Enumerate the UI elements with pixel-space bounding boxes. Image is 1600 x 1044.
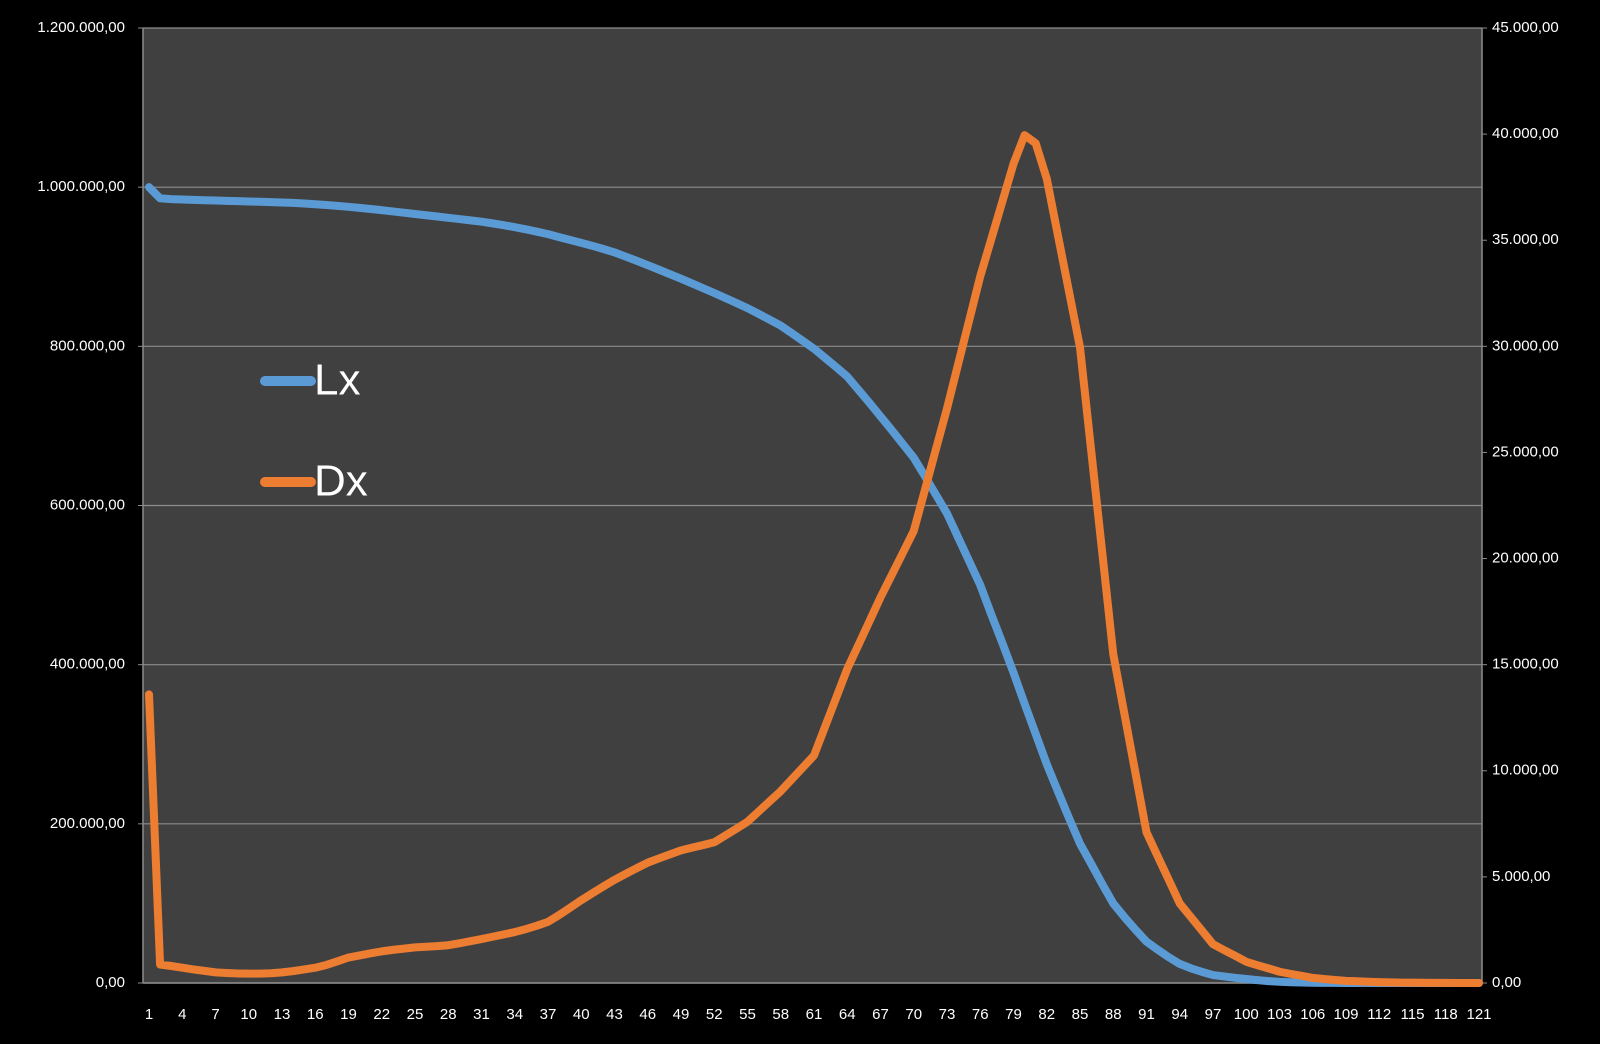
- x-tick-label: 58: [772, 1006, 789, 1023]
- x-tick-label: 64: [839, 1006, 856, 1023]
- y2-tick-label: 40.000,00: [1492, 125, 1559, 142]
- x-tick-label: 43: [606, 1006, 623, 1023]
- x-tick-label: 49: [673, 1006, 690, 1023]
- y2-tick-label: 35.000,00: [1492, 231, 1559, 248]
- x-tick-label: 88: [1105, 1006, 1122, 1023]
- x-tick-label: 112: [1367, 1006, 1391, 1023]
- x-tick-label: 91: [1138, 1006, 1155, 1023]
- x-tick-label: 40: [573, 1006, 590, 1023]
- y2-tick-label: 30.000,00: [1492, 337, 1559, 354]
- x-tick-label: 70: [905, 1006, 922, 1023]
- series-line: [145, 131, 1483, 987]
- x-tick-label: 25: [407, 1006, 424, 1023]
- x-tick-label: 10: [240, 1006, 257, 1023]
- x-tick-label: 103: [1267, 1006, 1292, 1023]
- y2-tick-label: 5.000,00: [1492, 868, 1550, 885]
- x-tick-label: 61: [806, 1006, 823, 1023]
- x-tick-label: 100: [1234, 1006, 1259, 1023]
- x-tick-label: 73: [939, 1006, 956, 1023]
- x-tick-label: 115: [1401, 1006, 1425, 1023]
- y2-tick-label: 25.000,00: [1492, 443, 1559, 460]
- x-tick-label: 121: [1466, 1006, 1491, 1023]
- x-tick-label: 52: [706, 1006, 723, 1023]
- x-tick-label: 79: [1005, 1006, 1022, 1023]
- x-tick-label: 109: [1333, 1006, 1358, 1023]
- y-tick-label: 200.000,00: [50, 815, 125, 832]
- x-tick-label: 28: [440, 1006, 457, 1023]
- legend-label: Dx: [314, 457, 368, 506]
- x-tick-label: 37: [540, 1006, 557, 1023]
- y-tick-label: 400.000,00: [50, 656, 125, 673]
- x-tick-label: 19: [340, 1006, 357, 1023]
- x-tick-label: 22: [373, 1006, 390, 1023]
- x-tick-label: 97: [1205, 1006, 1222, 1023]
- y2-tick-label: 10.000,00: [1492, 762, 1559, 779]
- x-tick-label: 4: [178, 1006, 186, 1023]
- x-tick-label: 13: [274, 1006, 291, 1023]
- x-tick-label: 31: [473, 1006, 490, 1023]
- y-tick-label: 1.200.000,00: [37, 19, 125, 36]
- legend-label: Lx: [314, 356, 360, 405]
- x-tick-label: 1: [145, 1006, 153, 1023]
- x-tick-label: 106: [1300, 1006, 1325, 1023]
- x-tick-label: 85: [1072, 1006, 1089, 1023]
- x-tick-label: 118: [1434, 1006, 1458, 1023]
- x-tick-label: 34: [506, 1006, 523, 1023]
- y2-tick-label: 0,00: [1492, 974, 1521, 991]
- y-tick-label: 600.000,00: [50, 496, 125, 513]
- y2-tick-label: 45.000,00: [1492, 19, 1559, 36]
- y2-tick-label: 20.000,00: [1492, 550, 1559, 567]
- x-tick-label: 55: [739, 1006, 756, 1023]
- x-tick-label: 46: [639, 1006, 656, 1023]
- x-tick-label: 94: [1171, 1006, 1188, 1023]
- y2-tick-label: 15.000,00: [1492, 656, 1559, 673]
- y-tick-label: 1.000.000,00: [37, 178, 125, 195]
- y-tick-label: 800.000,00: [50, 337, 125, 354]
- x-tick-label: 76: [972, 1006, 989, 1023]
- x-tick-label: 67: [872, 1006, 889, 1023]
- series-line: [145, 183, 1483, 987]
- x-tick-label: 16: [307, 1006, 324, 1023]
- y-tick-label: 0,00: [96, 974, 125, 991]
- x-tick-label: 7: [211, 1006, 219, 1023]
- x-tick-label: 82: [1038, 1006, 1055, 1023]
